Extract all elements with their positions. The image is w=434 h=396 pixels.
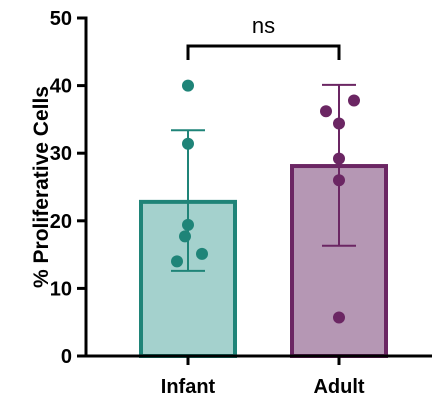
data-point-infant	[196, 247, 208, 260]
data-point-adult	[348, 94, 360, 107]
significance-label: ns	[252, 13, 275, 38]
data-point-infant	[182, 79, 194, 92]
x-tick-label-infant: Infant	[161, 376, 216, 396]
significance-layer: ns	[186, 13, 341, 60]
data-point-adult	[333, 152, 345, 165]
data-point-adult	[320, 105, 332, 118]
y-tick-label: 40	[50, 76, 72, 98]
significance-bracket	[186, 44, 341, 60]
x-tick-label-adult: Adult	[313, 376, 364, 396]
error-bars-layer	[171, 83, 356, 272]
y-tick-label: 20	[50, 211, 72, 233]
data-points-layer	[171, 79, 360, 324]
data-point-adult	[333, 311, 345, 324]
data-point-infant	[182, 137, 194, 150]
y-axis-title: % Proliferative Cells	[30, 86, 53, 288]
axes-layer: Infant Adult 0 10 20 30 40 50	[50, 8, 432, 396]
data-point-adult	[333, 174, 345, 187]
data-point-adult	[333, 117, 345, 130]
data-point-infant	[182, 218, 194, 231]
y-tick-label: 30	[50, 143, 72, 165]
y-tick-label: 10	[50, 278, 72, 300]
y-tick-label: 0	[61, 346, 72, 368]
data-point-infant	[171, 255, 183, 268]
data-point-infant	[179, 230, 191, 243]
y-tick-label: 50	[50, 8, 72, 30]
